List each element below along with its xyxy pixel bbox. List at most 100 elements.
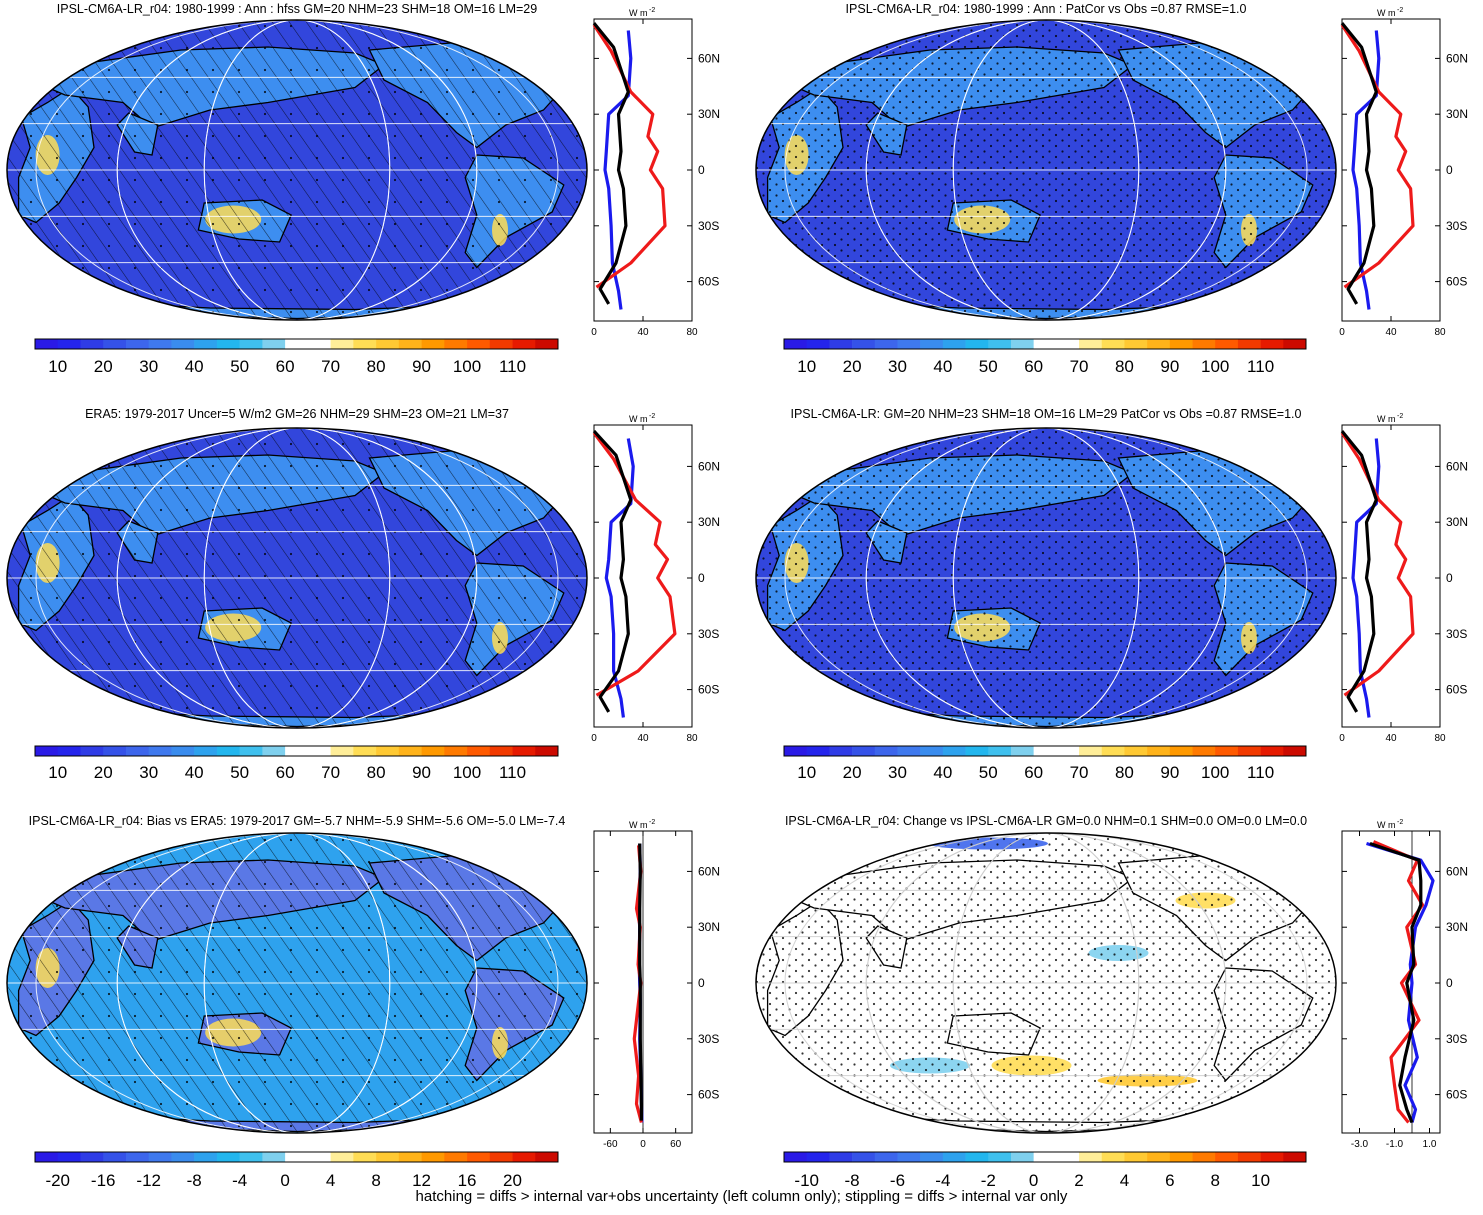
colorbar-swatch (874, 1152, 898, 1162)
colorbar-swatch (1237, 746, 1261, 756)
colorbar-label: -2 (981, 1171, 996, 1190)
colorbar-swatch (1056, 339, 1080, 349)
profile-x-tick-label: 40 (637, 327, 649, 338)
colorbar-swatch (1192, 746, 1216, 756)
lat-tick-label: 30S (1446, 627, 1467, 641)
colorbar-swatch (194, 339, 218, 349)
colorbar-swatch (330, 746, 354, 756)
colorbar-swatch (1192, 339, 1216, 349)
lat-tick-label: 0 (1446, 571, 1453, 585)
colorbar-label: 70 (1070, 357, 1089, 376)
map-graticule (756, 833, 1336, 1133)
meridian-line (784, 833, 1308, 1133)
colorbar-label: 90 (412, 763, 431, 782)
colorbar-swatch (852, 746, 876, 756)
chart-panel-bottom-left: IPSL-CM6A-LR_r04: Bias vs ERA5: 1979-201… (6, 814, 720, 1190)
colorbar-swatch (920, 746, 944, 756)
colorbar-swatch (829, 1152, 853, 1162)
chart-panel-bottom-right: IPSL-CM6A-LR_r04: Change vs IPSL-CM6A-LR… (755, 814, 1468, 1190)
zonal-profile: W m -2 60N 30N 0 30S 60S 0 40 80 (1339, 413, 1468, 744)
zonal-profile: W m -2 60N 30N 0 30S 60S 0 40 80 (1339, 7, 1468, 338)
profile-series-change (1340, 430, 1378, 713)
lat-tick-label: 60S (1446, 275, 1467, 289)
colorbar-swatch (1147, 339, 1171, 349)
colorbar-swatch (1010, 1152, 1034, 1162)
colorbar-swatch (285, 746, 309, 756)
colorbar-label: 20 (94, 357, 113, 376)
colorbar-swatch (80, 746, 104, 756)
colorbar-swatch (1237, 1152, 1261, 1162)
colorbar-label: 50 (979, 763, 998, 782)
lat-tick-label: 0 (698, 976, 705, 990)
meridian-line (784, 428, 1308, 728)
colorbar-swatch (421, 339, 445, 349)
colorbar-border (34, 1151, 559, 1163)
colorbar-swatch (103, 746, 127, 756)
meridian-line (35, 20, 559, 320)
colorbar: 10 20 30 40 50 60 70 80 90 100 110 (783, 338, 1307, 376)
lat-tick-label: 30S (698, 1032, 719, 1046)
lat-tick-label: 60N (1446, 864, 1468, 878)
profile-series-change (592, 430, 633, 713)
colorbar-swatch (806, 746, 830, 756)
colorbar-swatch (1101, 339, 1125, 349)
lat-tick-label: 30N (1446, 515, 1468, 529)
colorbar-label: 20 (503, 1171, 522, 1190)
colorbar: 10 20 30 40 50 60 70 80 90 100 110 (783, 745, 1307, 782)
colorbar-label: 4 (326, 1171, 335, 1190)
colorbar-swatch (353, 1152, 377, 1162)
colorbar-swatch (988, 339, 1012, 349)
colorbar-swatch (1192, 1152, 1216, 1162)
colorbar-label: 0 (280, 1171, 289, 1190)
colorbar-label: 40 (933, 763, 952, 782)
profile-unit: W m (1377, 820, 1396, 830)
profile-x-tick-label: 80 (1434, 733, 1446, 744)
colorbar-label: 30 (139, 357, 158, 376)
colorbar-swatch (421, 1152, 445, 1162)
colorbar-swatch (942, 1152, 966, 1162)
lat-tick-label: 60S (698, 275, 719, 289)
profile-series-change (1369, 841, 1423, 1124)
profile-unit-exponent: -2 (1397, 7, 1403, 14)
colorbar-swatch (1033, 339, 1057, 349)
colorbar-swatch (512, 339, 536, 349)
colorbar-label: 60 (276, 763, 295, 782)
colorbar-label: 10 (797, 763, 816, 782)
colorbar-border (34, 338, 559, 350)
profile-x-tick-label: -1.0 (1386, 1139, 1404, 1150)
colorbar-swatch (1079, 339, 1103, 349)
colorbar-swatch (1260, 339, 1284, 349)
profile-unit-exponent: -2 (1397, 413, 1403, 420)
colorbar-swatch (920, 339, 944, 349)
zonal-profile: W m -2 60N 30N 0 30S 60S 0 40 80 (591, 7, 720, 338)
colorbar-label: 20 (843, 357, 862, 376)
colorbar-swatch (1237, 339, 1261, 349)
map-graticule (756, 20, 1336, 320)
colorbar-swatch (171, 1152, 195, 1162)
colorbar-swatch (942, 746, 966, 756)
profile-series-model (1351, 30, 1381, 310)
colorbar-swatch (444, 746, 468, 756)
profile-series-obs (1372, 840, 1425, 1124)
colorbar-swatch (398, 746, 422, 756)
colorbar-label: 10 (48, 357, 67, 376)
colorbar-swatch (353, 746, 377, 756)
profile-x-tick-label: 80 (686, 327, 698, 338)
colorbar-label: 20 (843, 763, 862, 782)
profile-x-tick-label: 0 (591, 733, 597, 744)
colorbar-swatch (216, 339, 240, 349)
colorbar-label: 80 (367, 357, 386, 376)
colorbar-swatch (125, 746, 149, 756)
panel-title: ERA5: 1979-2017 Uncer=5 W/m2 GM=26 NHM=2… (85, 407, 509, 421)
profile-unit-exponent: -2 (649, 413, 655, 420)
meridian-line (865, 20, 1227, 320)
profile-series-change (638, 843, 644, 1121)
panel-title: IPSL-CM6A-LR_r04: Bias vs ERA5: 1979-201… (29, 814, 566, 828)
profile-unit: W m (629, 414, 648, 424)
colorbar-swatch (376, 746, 400, 756)
colorbar-swatch (920, 1152, 944, 1162)
colorbar-swatch (57, 1152, 81, 1162)
colorbar-border (783, 1151, 1307, 1163)
colorbar-swatch (988, 1152, 1012, 1162)
colorbar-label: -10 (794, 1171, 819, 1190)
